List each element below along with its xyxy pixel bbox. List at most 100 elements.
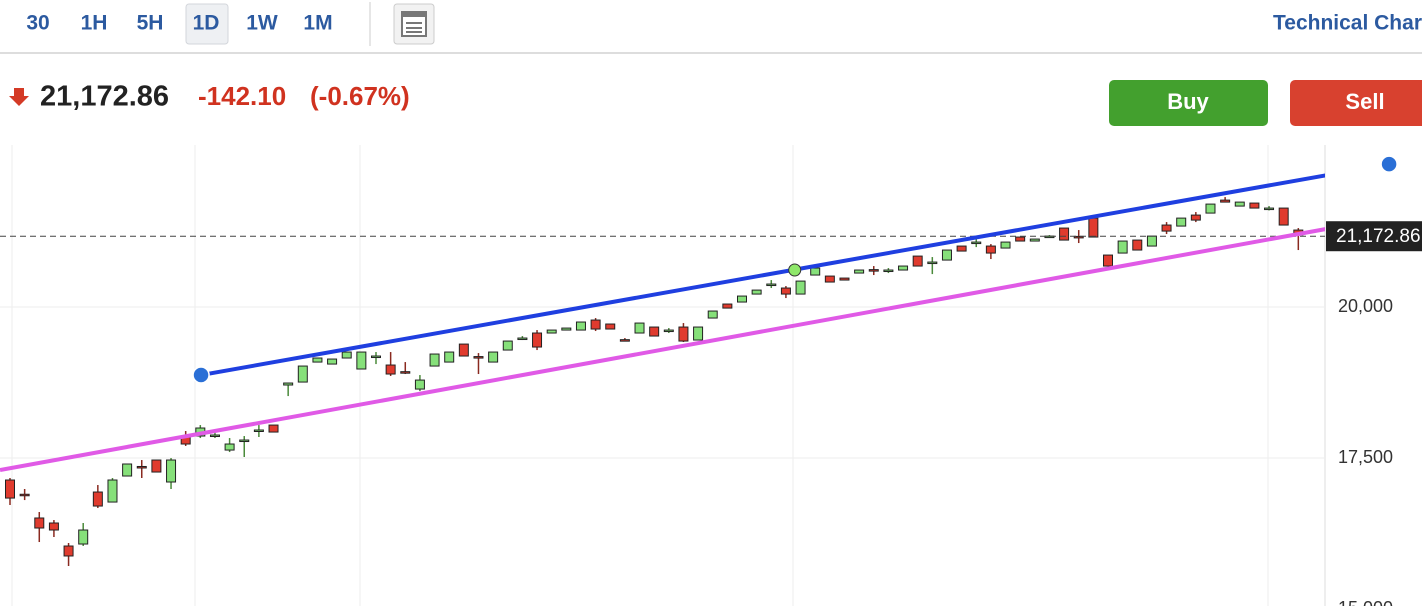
candle-body (444, 351, 455, 363)
candle-body (429, 353, 440, 367)
candle-body (19, 493, 30, 497)
candle-body (209, 434, 220, 438)
candle-body (502, 340, 513, 351)
candle-body (400, 371, 411, 374)
candle-body (1117, 240, 1128, 254)
candle-body (517, 337, 528, 341)
candle-body (312, 357, 323, 363)
y-tick-label: 17,500 (1338, 447, 1393, 467)
interval-button[interactable]: 1D (193, 12, 220, 35)
candle-body (766, 283, 777, 287)
candle-body (1205, 203, 1216, 214)
candle-body (136, 465, 147, 469)
quote-change-percent: (-0.67%) (310, 81, 410, 111)
sell-label[interactable]: Sell (1345, 89, 1384, 114)
candle-body (224, 443, 235, 451)
trendline-handle (1380, 155, 1398, 173)
candle-body (751, 289, 762, 295)
candle-body (473, 356, 484, 359)
candle-body (151, 459, 162, 473)
candle-body (1000, 241, 1011, 249)
candle-body (1132, 239, 1143, 251)
interval-button[interactable]: 1M (303, 12, 332, 35)
trendline-handle (192, 366, 210, 384)
candle-body (810, 267, 821, 276)
candle-body (268, 424, 279, 433)
last-price-label: 21,172.86 (1336, 226, 1421, 247)
candle-body (532, 332, 543, 348)
candle-body (1073, 235, 1084, 239)
candle-body (898, 265, 909, 271)
y-tick-label: 15,000 (1338, 598, 1393, 606)
interval-button[interactable]: 5H (137, 12, 164, 35)
candle-body (458, 343, 469, 357)
layout-icon[interactable] (393, 3, 435, 45)
candle-body (1161, 224, 1172, 232)
candle-body (1278, 207, 1289, 226)
candle-body (971, 241, 982, 245)
interval-button[interactable]: 1W (246, 12, 278, 35)
candle-body (561, 327, 572, 331)
candle-body (239, 439, 250, 443)
candle-body (883, 269, 894, 273)
selected-interval-bg (185, 3, 229, 45)
candle-body (795, 280, 806, 295)
candle-body (371, 355, 381, 359)
candle-body (707, 310, 718, 319)
candle-body (546, 329, 557, 334)
candle-body (956, 245, 967, 252)
candle-body (985, 245, 996, 254)
candle-body (693, 326, 704, 341)
candle-body (619, 339, 630, 342)
candle-body (1103, 254, 1113, 267)
candle-body (912, 255, 923, 267)
candle-body (575, 321, 586, 331)
candle-body (927, 261, 938, 265)
candle-body (1264, 207, 1275, 211)
candle-body (1176, 217, 1187, 227)
quote-price: 21,172.86 (40, 81, 169, 113)
candle-body (941, 249, 952, 261)
y-tick-label: 20,000 (1338, 296, 1393, 316)
candle-body (63, 545, 74, 557)
candle-body (385, 364, 396, 375)
technical-chart-link[interactable]: Technical Char (1273, 12, 1422, 35)
candle-body (605, 323, 616, 330)
buy-label[interactable]: Buy (1167, 89, 1209, 114)
candle-body (824, 275, 835, 283)
candle-body (1234, 201, 1245, 207)
sell-button[interactable]: Sell (1290, 80, 1422, 126)
last-price-tag (1326, 221, 1422, 252)
candle-body (107, 479, 118, 503)
candle-body (166, 459, 177, 483)
candle-body (283, 382, 294, 386)
interval-button[interactable]: 30 (26, 12, 49, 35)
candle-body (1015, 236, 1026, 242)
candle-body (1088, 217, 1099, 238)
candle-body (590, 319, 601, 330)
trendline (0, 227, 1325, 473)
candle-body (253, 429, 264, 433)
down-arrow (9, 88, 29, 106)
candle-body (1059, 227, 1070, 241)
candle-body (122, 463, 133, 477)
candle-body (722, 303, 733, 309)
interval-button[interactable]: 1H (81, 12, 108, 35)
candle-body (854, 269, 865, 274)
candle-body (92, 491, 103, 507)
candle-body (1220, 199, 1231, 203)
candle-body (634, 322, 645, 334)
candle-body (327, 358, 338, 365)
candle-body (297, 365, 308, 383)
anchor-point (788, 263, 802, 277)
buy-button[interactable]: Buy (1109, 80, 1268, 126)
candle-body (678, 326, 689, 342)
candle-body (356, 351, 367, 370)
candle-body (1044, 235, 1055, 239)
candle-body (488, 351, 499, 363)
candle-body (1190, 214, 1201, 221)
candle-body (341, 351, 352, 359)
candle-body (34, 517, 45, 529)
